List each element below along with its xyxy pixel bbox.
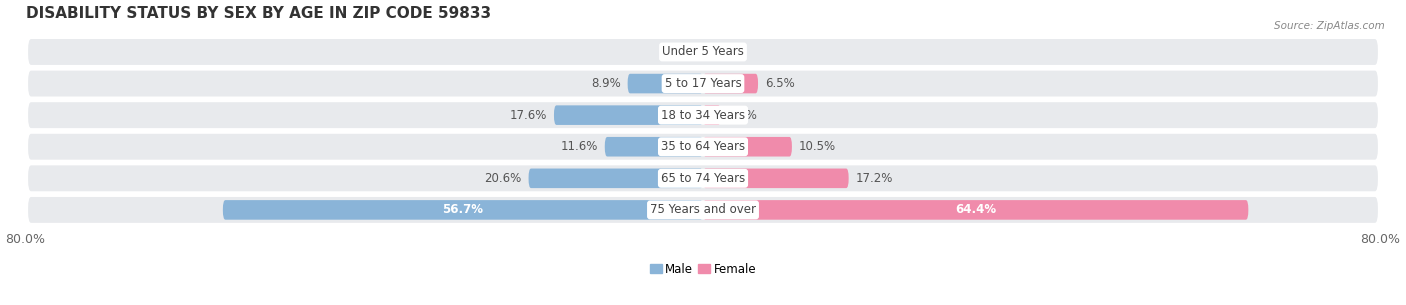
Text: Source: ZipAtlas.com: Source: ZipAtlas.com <box>1274 21 1385 31</box>
FancyBboxPatch shape <box>703 169 849 188</box>
Legend: Male, Female: Male, Female <box>645 258 761 280</box>
Text: 11.6%: 11.6% <box>561 140 598 153</box>
FancyBboxPatch shape <box>224 200 703 220</box>
Text: 6.5%: 6.5% <box>765 77 794 90</box>
FancyBboxPatch shape <box>28 102 1378 128</box>
FancyBboxPatch shape <box>703 200 1249 220</box>
Text: 56.7%: 56.7% <box>443 203 484 217</box>
Text: 65 to 74 Years: 65 to 74 Years <box>661 172 745 185</box>
Text: 35 to 64 Years: 35 to 64 Years <box>661 140 745 153</box>
Text: 17.2%: 17.2% <box>855 172 893 185</box>
Text: 64.4%: 64.4% <box>955 203 997 217</box>
Text: 17.6%: 17.6% <box>510 109 547 122</box>
FancyBboxPatch shape <box>28 197 1378 223</box>
FancyBboxPatch shape <box>605 137 703 156</box>
FancyBboxPatch shape <box>28 71 1378 96</box>
FancyBboxPatch shape <box>703 74 758 93</box>
Text: 0.0%: 0.0% <box>710 45 740 59</box>
Text: 20.6%: 20.6% <box>485 172 522 185</box>
Text: 8.9%: 8.9% <box>591 77 621 90</box>
Text: DISABILITY STATUS BY SEX BY AGE IN ZIP CODE 59833: DISABILITY STATUS BY SEX BY AGE IN ZIP C… <box>25 5 491 20</box>
Text: 0.0%: 0.0% <box>666 45 696 59</box>
FancyBboxPatch shape <box>703 105 721 125</box>
FancyBboxPatch shape <box>703 137 792 156</box>
FancyBboxPatch shape <box>28 134 1378 160</box>
FancyBboxPatch shape <box>627 74 703 93</box>
FancyBboxPatch shape <box>554 105 703 125</box>
Text: 2.1%: 2.1% <box>727 109 758 122</box>
FancyBboxPatch shape <box>529 169 703 188</box>
Text: 75 Years and over: 75 Years and over <box>650 203 756 217</box>
Text: 5 to 17 Years: 5 to 17 Years <box>665 77 741 90</box>
Text: 18 to 34 Years: 18 to 34 Years <box>661 109 745 122</box>
FancyBboxPatch shape <box>28 39 1378 65</box>
Text: Under 5 Years: Under 5 Years <box>662 45 744 59</box>
FancyBboxPatch shape <box>28 165 1378 191</box>
Text: 10.5%: 10.5% <box>799 140 835 153</box>
